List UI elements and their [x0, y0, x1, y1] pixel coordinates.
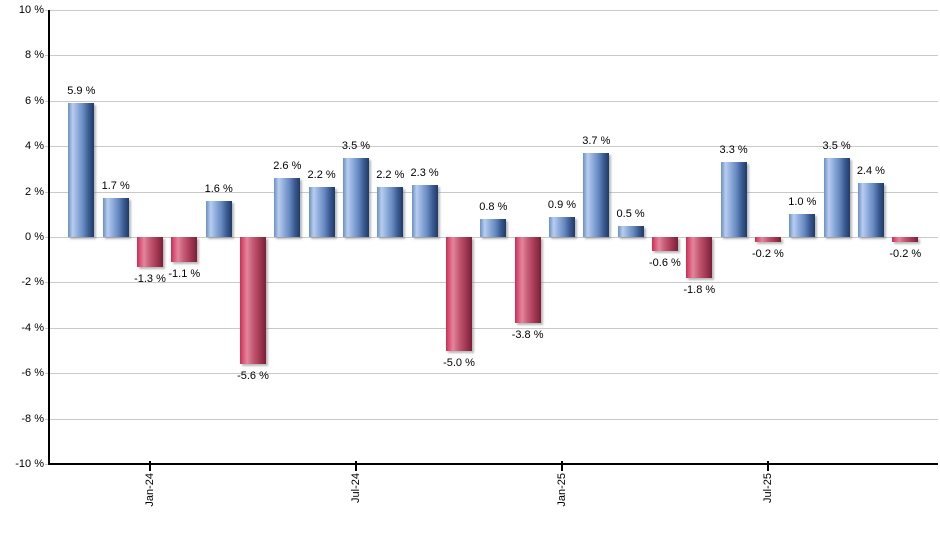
gridline [45, 282, 938, 283]
y-axis-tick-label: 4 % [25, 140, 44, 152]
y-axis-tick-label: 6 % [25, 95, 44, 107]
bar-positive [274, 178, 301, 237]
gridline [45, 328, 938, 329]
x-axis-tick-label: Jul-25 [761, 473, 774, 503]
bar-positive [583, 153, 610, 237]
gridline [45, 10, 938, 11]
bar-value-label: 3.5 % [341, 139, 371, 152]
bar-value-label: 2.2 % [376, 169, 405, 182]
y-axis-tick-label: 10 % [18, 4, 44, 16]
bar-value-label: 1.0 % [788, 196, 817, 209]
bar-positive [343, 157, 369, 238]
bar-value-label: -0.2 % [751, 247, 784, 260]
gridline [45, 146, 938, 147]
bar-positive [549, 216, 575, 237]
x-axis-tick [149, 461, 151, 471]
x-axis-tick-label: Jan-24 [144, 473, 156, 507]
bar-positive [102, 198, 129, 237]
bar-value-label: -5.0 % [443, 356, 475, 369]
bar-value-label: 0.5 % [616, 207, 645, 220]
bar-negative [892, 237, 919, 242]
bar-value-label: 0.9 % [547, 198, 577, 211]
x-axis-tick [561, 461, 563, 471]
y-axis-tick-label: -2 % [21, 276, 44, 288]
x-axis-tick [766, 461, 769, 471]
bar-value-label: 5.9 % [67, 85, 96, 98]
x-axis-tick-label: Jul-24 [350, 473, 362, 503]
bar-positive [857, 182, 884, 237]
bar-value-label: 2.6 % [273, 160, 302, 172]
bar-positive [823, 157, 850, 238]
bar-value-label: -5.6 % [237, 370, 269, 383]
x-axis-tick-label: Jan-25 [556, 473, 568, 507]
gridline [45, 373, 938, 374]
bar-value-label: 2.2 % [307, 169, 336, 182]
gridline [45, 101, 938, 102]
x-axis-line [48, 463, 938, 465]
bar-negative [137, 237, 163, 267]
bar-value-label: -0.2 % [889, 247, 922, 260]
y-axis-line [48, 10, 50, 465]
bar-positive [617, 225, 644, 237]
bar-positive [205, 200, 232, 237]
bar-positive [377, 187, 404, 237]
bar-positive [411, 184, 438, 237]
bar-negative [240, 237, 266, 365]
bar-value-label: -1.1 % [168, 268, 201, 280]
bar-negative [686, 237, 713, 278]
bar-positive [480, 218, 507, 237]
bar-positive [68, 103, 95, 237]
bar-value-label: 3.5 % [822, 139, 851, 152]
bar-negative [514, 237, 541, 324]
bar-positive [308, 187, 335, 237]
x-axis-tick [355, 461, 357, 471]
bar-value-label: 3.7 % [582, 135, 611, 147]
y-axis-tick-label: 2 % [25, 186, 44, 198]
gridline [45, 55, 938, 56]
bar-value-label: 0.8 % [479, 200, 508, 213]
bar-positive [720, 162, 747, 237]
bar-positive [789, 214, 816, 237]
bar-value-label: 2.4 % [856, 164, 885, 177]
bar-value-label: -3.8 % [511, 329, 544, 342]
bar-negative [651, 237, 678, 251]
bar-negative [446, 237, 472, 351]
bar-value-label: 2.3 % [410, 166, 439, 179]
bar-value-label: 1.6 % [204, 182, 233, 195]
y-axis-tick-label: -6 % [21, 367, 44, 379]
bar-value-label: -0.6 % [648, 256, 681, 269]
y-axis-tick-label: 8 % [25, 49, 44, 61]
bar-negative [171, 237, 198, 262]
bar-value-label: -1.8 % [683, 283, 716, 296]
bar-negative [754, 237, 781, 242]
y-axis-tick-label: -4 % [21, 322, 44, 334]
bar-value-label: -1.3 % [134, 272, 166, 285]
bar-value-label: 3.3 % [719, 144, 748, 157]
gridline [45, 237, 938, 238]
y-axis-tick-label: -10 % [15, 458, 44, 470]
bar-value-label: 1.7 % [101, 180, 130, 193]
gridline [45, 419, 938, 420]
y-axis-tick-label: -8 % [21, 413, 44, 425]
gridline [45, 192, 938, 193]
y-axis-tick-label: 0 % [25, 231, 44, 243]
